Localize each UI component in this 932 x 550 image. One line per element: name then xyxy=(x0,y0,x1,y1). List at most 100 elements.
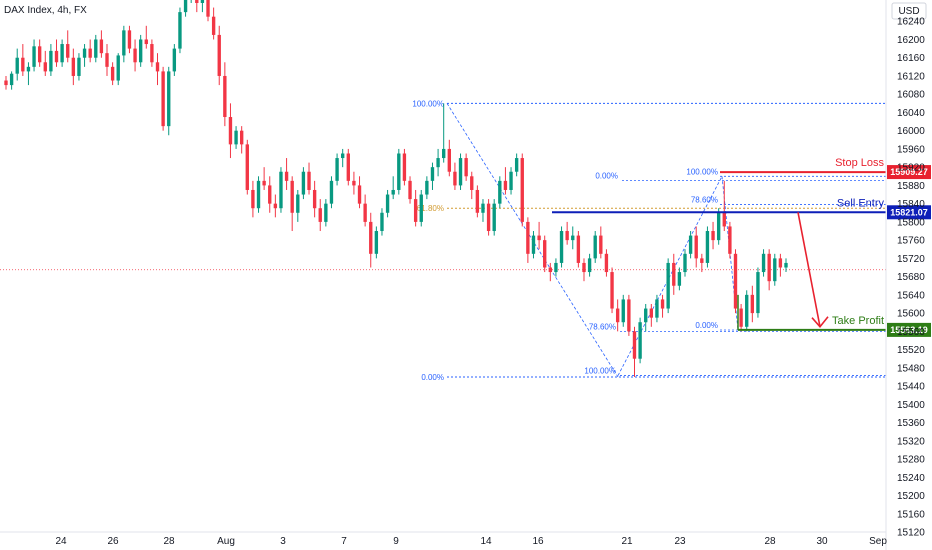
price-tag-label: 15821.07 xyxy=(890,207,928,217)
y-tick-label: 15280 xyxy=(897,455,925,466)
candle-body xyxy=(722,212,726,227)
price-tag xyxy=(887,165,931,180)
candle-body xyxy=(470,176,474,190)
candle-body xyxy=(576,235,581,263)
price-tag-label: 15563.19 xyxy=(890,325,928,335)
candle-body xyxy=(99,39,104,54)
candlestick-series xyxy=(4,0,788,377)
candle-body xyxy=(514,158,519,172)
candle-body xyxy=(251,189,255,209)
candle-body xyxy=(116,55,120,81)
candle-body xyxy=(161,71,165,127)
x-tick-label: 21 xyxy=(621,536,633,547)
time-axis[interactable]: 24 26 28 Aug 3 7 9 14 16 21 23 28 30 Sep xyxy=(0,531,887,547)
candle-body xyxy=(711,231,715,241)
candle-body xyxy=(767,253,771,282)
annotation-label: Stop Loss xyxy=(835,157,884,169)
candle-body xyxy=(211,16,216,35)
candle-body xyxy=(122,30,126,56)
candle-body xyxy=(262,180,266,186)
candle-body xyxy=(756,272,760,314)
candle-body xyxy=(167,71,171,127)
fib-right-label: 0.00% xyxy=(695,321,718,330)
x-tick-label: 7 xyxy=(341,536,347,547)
candle-body xyxy=(307,171,311,190)
candle-body xyxy=(778,258,783,268)
candle-body xyxy=(632,331,637,359)
candle-body xyxy=(694,235,698,259)
candle-body xyxy=(279,171,283,209)
candle-body xyxy=(537,235,541,241)
projection-arrowhead xyxy=(811,316,829,329)
candle-body xyxy=(380,212,384,232)
candle-body xyxy=(728,226,732,254)
currency-badge[interactable] xyxy=(891,2,927,20)
candle-body xyxy=(32,46,36,67)
x-tick-label: Aug xyxy=(217,536,235,547)
y-tick-label: 15680 xyxy=(897,272,925,283)
candle-body xyxy=(498,180,502,204)
candle-body xyxy=(144,39,148,45)
trade-annotations[interactable]: Stop Loss 15909.27 Sell Entry 15821.07 Take … xyxy=(552,157,931,337)
fib-left-label: 61.80% xyxy=(417,204,444,213)
annotation-label: Sell Entry xyxy=(837,197,885,209)
y-tick-label: 16080 xyxy=(897,90,925,101)
candle-body xyxy=(419,194,423,222)
candle-body xyxy=(234,130,238,145)
price-tag xyxy=(887,322,931,337)
y-tick-label: 15120 xyxy=(897,528,925,539)
price-axis[interactable]: USD 16240 16200 16160 16120 16080 16040 16000 1… xyxy=(885,0,927,550)
candle-body xyxy=(739,308,743,327)
fib-right-label: 100.00% xyxy=(686,167,718,176)
candle-body xyxy=(228,117,233,145)
candle-body xyxy=(324,203,328,222)
candle-body xyxy=(705,231,710,263)
candle-body xyxy=(593,235,597,259)
candle-body xyxy=(346,153,350,181)
x-tick-label: 23 xyxy=(674,536,686,547)
candle-body xyxy=(520,158,524,222)
candle-body xyxy=(425,180,429,195)
candle-body xyxy=(649,308,654,318)
candle-body xyxy=(195,0,199,3)
candle-body xyxy=(150,44,154,63)
candle-body xyxy=(436,158,440,168)
candle-body xyxy=(784,262,788,268)
candle-body xyxy=(587,258,592,273)
candle-body xyxy=(509,171,513,190)
fib-right-label: 100.00% xyxy=(584,367,616,376)
candle-body xyxy=(413,199,418,222)
y-tick-label: 16160 xyxy=(897,53,925,64)
y-tick-label: 15800 xyxy=(897,217,925,228)
candle-body xyxy=(312,189,317,209)
y-tick-label: 15720 xyxy=(897,254,925,265)
price-tag-label: 15909.27 xyxy=(890,167,928,177)
candle-body xyxy=(621,299,625,323)
y-tick-label: 15840 xyxy=(897,199,925,210)
candle-body xyxy=(385,194,390,213)
candle-body xyxy=(21,57,25,72)
candle-body xyxy=(49,50,53,72)
candle-body xyxy=(447,148,451,172)
candle-body xyxy=(475,189,480,213)
candle-body xyxy=(615,308,620,323)
y-tick-label: 15400 xyxy=(897,400,925,411)
candle-body xyxy=(88,48,92,58)
y-tick-label: 15760 xyxy=(897,236,925,247)
candle-body xyxy=(660,299,665,309)
candle-body xyxy=(352,180,356,186)
candle-body xyxy=(155,62,160,72)
y-tick-label: 16000 xyxy=(897,126,925,137)
candle-body xyxy=(543,240,547,268)
candle-body xyxy=(531,235,536,254)
candle-body xyxy=(677,272,682,286)
y-tick-label: 16200 xyxy=(897,35,925,46)
candle-body xyxy=(290,180,294,213)
fib-right-label: 78.60% xyxy=(691,196,718,205)
symbol-legend: DAX Index, 4h, FX xyxy=(4,5,87,16)
price-tag xyxy=(887,205,931,220)
y-tick-label: 16120 xyxy=(897,71,925,82)
candle-body xyxy=(105,53,109,67)
y-tick-label: 15320 xyxy=(897,436,925,447)
